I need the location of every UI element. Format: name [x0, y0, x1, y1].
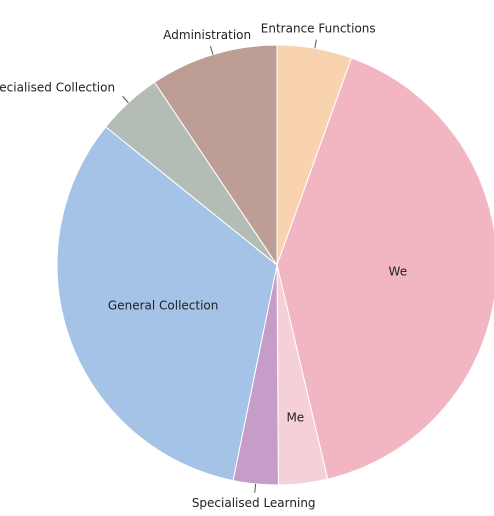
- slice-label: Specialised Collection: [0, 81, 115, 95]
- leader-line: [209, 45, 214, 55]
- slice-label: Entrance Functions: [261, 21, 376, 35]
- pie-slice: [56, 126, 278, 482]
- slice-label: We: [389, 264, 408, 278]
- leader-line: [254, 483, 257, 493]
- slice-label: Administration: [163, 28, 251, 42]
- leader-line: [122, 95, 129, 104]
- pie-slice: [276, 57, 494, 480]
- pie-slice: [153, 44, 278, 267]
- slice-label: Me: [286, 410, 304, 424]
- slice-label: General Collection: [108, 298, 218, 312]
- slice-label: Specialised Learning: [192, 496, 316, 510]
- leader-line: [314, 39, 317, 49]
